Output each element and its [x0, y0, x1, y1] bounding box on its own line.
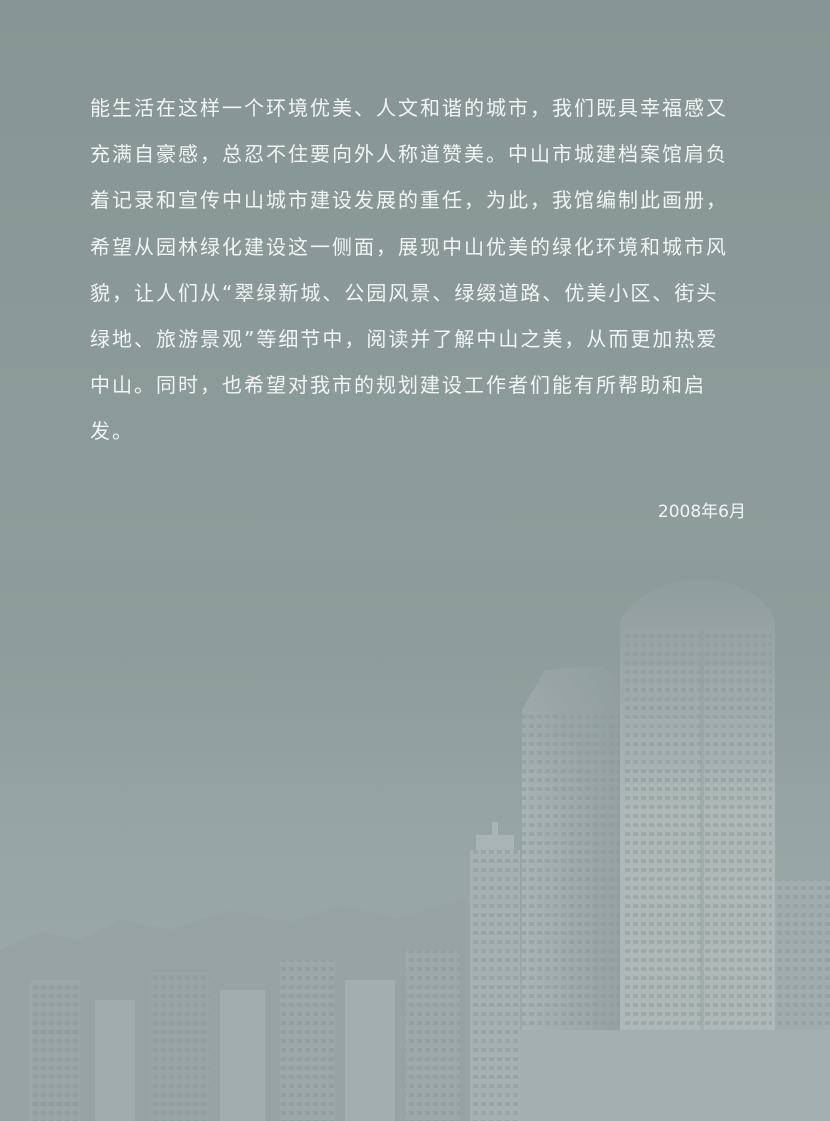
paragraph-line: 绿地、旅游景观”等细节中，阅读并了解中山之美，从而更加热爱 [90, 326, 719, 351]
paragraph-line: 能生活在这样一个环境优美、人文和谐的城市，我们既具幸福感又 [90, 96, 728, 120]
paragraph-line: 貌，让人们从“翠绿新城、公园风景、绿缀道路、优美小区、街头 [90, 280, 719, 305]
paragraph-line: 中山。同时，也希望对我市的规划建设工作者们能有所帮助和启 [90, 373, 706, 398]
paragraph-line: 发。 [90, 419, 134, 444]
paragraph-line: 希望从园林绿化建设这一侧面，展现中山优美的绿化环境和城市风 [90, 234, 728, 259]
date-signature: 2008年6月 [657, 502, 746, 522]
paragraph-line: 充满自豪感，总忍不住要向外人称道赞美。中山市城建档案馆肩负 [90, 142, 728, 167]
preface-paragraph: 能生活在这样一个环境优美、人文和谐的城市，我们既具幸福感又 充满自豪感，总忍不住… [90, 92, 750, 462]
city-skyline-background [0, 560, 830, 1121]
paragraph-line: 着记录和宣传中山城市建设发展的重任，为此，我馆编制此画册， [90, 188, 728, 213]
